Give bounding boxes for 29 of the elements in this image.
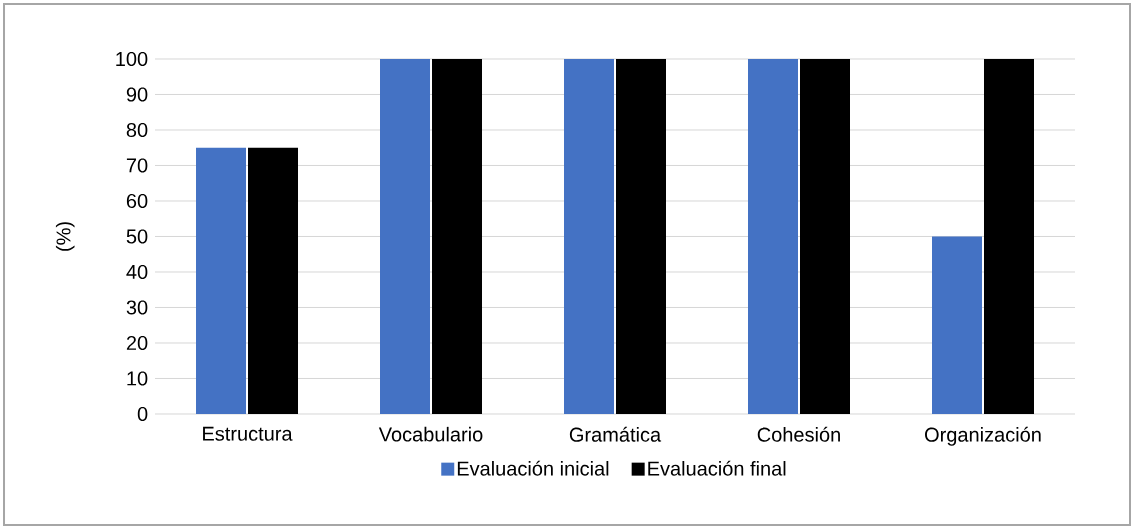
y-tick-label: 80 bbox=[126, 122, 148, 138]
bar bbox=[380, 58, 431, 414]
bar bbox=[196, 147, 247, 414]
x-tick-label: Gramática bbox=[569, 426, 662, 442]
x-tick-label: Organización bbox=[925, 426, 1041, 446]
x-tick-label: Cohesión bbox=[757, 426, 840, 442]
x-tick-label: Vocabulario bbox=[378, 426, 483, 442]
y-tick-label: 10 bbox=[127, 371, 148, 386]
bar bbox=[748, 58, 798, 414]
y-tick-label: 60 bbox=[126, 193, 148, 209]
y-axis-title: (%) bbox=[55, 222, 75, 251]
bar bbox=[432, 58, 483, 414]
y-tick-label: 30 bbox=[126, 300, 148, 315]
bar bbox=[248, 147, 299, 414]
bar bbox=[984, 58, 1034, 414]
legend-label: Evaluación final bbox=[648, 460, 786, 476]
y-tick-label: 40 bbox=[126, 264, 148, 280]
y-tick-label: 0 bbox=[137, 406, 148, 422]
y-tick-label: 100 bbox=[116, 51, 148, 67]
y-tick-label: 50 bbox=[126, 229, 148, 244]
x-tick-label: Estructura bbox=[203, 426, 293, 441]
bar bbox=[564, 58, 614, 414]
legend-label: Evaluación inicial bbox=[457, 460, 609, 476]
bar bbox=[932, 236, 982, 414]
bar bbox=[616, 58, 666, 414]
y-tick-label: 90 bbox=[126, 87, 148, 102]
y-tick-label: 20 bbox=[126, 335, 148, 351]
y-tick-label: 70 bbox=[126, 158, 148, 173]
bar bbox=[800, 58, 850, 414]
